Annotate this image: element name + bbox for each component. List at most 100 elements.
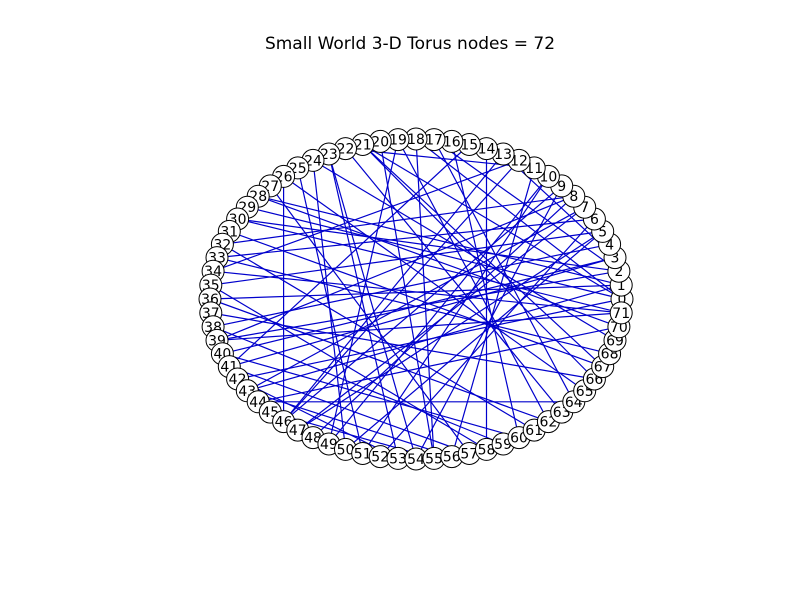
node-label: 1	[617, 278, 626, 294]
edge-4-38	[212, 243, 610, 328]
node-label: 11	[525, 161, 543, 177]
node-label: 18	[407, 132, 425, 148]
node-circle	[609, 301, 633, 325]
node-label: 17	[425, 133, 443, 149]
node-label: 50	[337, 442, 355, 458]
node-label: 3	[611, 251, 620, 267]
edge-12-34	[212, 159, 520, 272]
node-16: 16	[440, 129, 464, 153]
node-50: 50	[334, 437, 357, 461]
node-label: 23	[320, 147, 338, 163]
edge-23-54	[328, 153, 417, 460]
node-label: 48	[304, 431, 322, 447]
edge-5-47	[297, 230, 604, 431]
node-label: 7	[580, 200, 589, 216]
edge-21-67	[362, 144, 604, 368]
node-18: 18	[404, 127, 428, 151]
edge-18-55	[415, 138, 435, 459]
node-label: 19	[389, 133, 407, 149]
node-label: 15	[460, 138, 478, 154]
node-label: 59	[494, 437, 512, 453]
edge-3-41	[229, 257, 616, 368]
edge-49-19	[328, 139, 399, 445]
node-label: 49	[320, 437, 338, 453]
node-14: 14	[475, 137, 498, 161]
node-56: 56	[440, 445, 464, 469]
edge-20-55	[379, 141, 435, 459]
node-20: 20	[368, 129, 392, 153]
node-71: 71	[609, 301, 633, 325]
edge-7-47	[297, 206, 586, 431]
edges-layer	[209, 138, 623, 460]
edge-0-21	[362, 143, 623, 300]
edge-32-61	[222, 243, 535, 431]
node-15: 15	[457, 133, 481, 156]
node-17: 17	[422, 128, 446, 152]
edge-28-70	[257, 195, 620, 328]
edge-44-70	[258, 326, 620, 403]
edge-37-66	[210, 312, 595, 380]
node-53: 53	[386, 446, 410, 470]
node-label: 12	[510, 153, 528, 169]
edge-40-60	[222, 353, 520, 439]
edge-34-71	[213, 270, 622, 314]
edge-33-68	[216, 257, 610, 355]
edge-50-24	[312, 160, 347, 450]
node-label: 20	[371, 134, 389, 150]
node-54: 54	[404, 447, 428, 471]
edge-2-39	[216, 270, 620, 341]
edge-6-33	[216, 218, 595, 259]
edge-39-71	[216, 312, 622, 341]
node-label: 55	[425, 451, 443, 467]
node-label: 21	[354, 138, 372, 154]
node-51: 51	[351, 442, 375, 465]
node-label: 5	[598, 224, 607, 240]
edge-31-67	[229, 230, 603, 368]
edge-11-56	[451, 167, 535, 457]
edge-38-59	[212, 326, 504, 445]
node-60: 60	[507, 426, 531, 450]
edge-36-62	[209, 298, 549, 423]
edge-24-69	[312, 159, 616, 341]
node-label: 56	[443, 450, 461, 466]
edge-16-60	[451, 141, 520, 438]
node-label: 9	[557, 179, 566, 195]
edge-19-62	[397, 139, 549, 422]
node-label: 14	[478, 142, 496, 158]
edge-8-32	[222, 195, 574, 245]
edge-13-46	[283, 153, 504, 422]
edge-51-10	[362, 176, 549, 454]
edge-30-71	[237, 218, 622, 314]
edge-6-52	[379, 218, 595, 458]
node-label: 57	[460, 447, 478, 463]
node-55: 55	[422, 446, 446, 470]
edge-41-57	[229, 366, 470, 455]
node-label: 71	[612, 306, 630, 322]
node-21: 21	[351, 133, 375, 156]
nodes-layer: 0123456789101112131415161718192021222324…	[198, 127, 634, 471]
edge-26-65	[283, 175, 586, 392]
node-label: 54	[407, 452, 425, 468]
edge-39-8	[216, 195, 575, 341]
edge-12-46	[283, 159, 520, 423]
node-label: 52	[371, 450, 389, 466]
node-label: 2	[614, 264, 623, 280]
figure-title: Small World 3-D Torus nodes = 72	[264, 34, 556, 54]
node-52: 52	[368, 445, 392, 469]
node-label: 6	[590, 212, 599, 228]
edge-23-53	[328, 153, 399, 459]
edge-43-1	[247, 284, 622, 392]
node-label: 53	[389, 451, 407, 467]
node-label: 51	[354, 447, 372, 463]
node-label: 60	[510, 431, 528, 447]
node-19: 19	[386, 128, 410, 152]
node-label: 4	[605, 237, 614, 253]
node-label: 13	[494, 147, 512, 163]
node-label: 22	[337, 142, 355, 158]
node-label: 8	[569, 189, 578, 205]
edge-5-50	[345, 230, 604, 450]
node-label: 16	[443, 134, 461, 150]
edge-27-57	[269, 185, 470, 454]
edge-22-63	[345, 148, 563, 413]
